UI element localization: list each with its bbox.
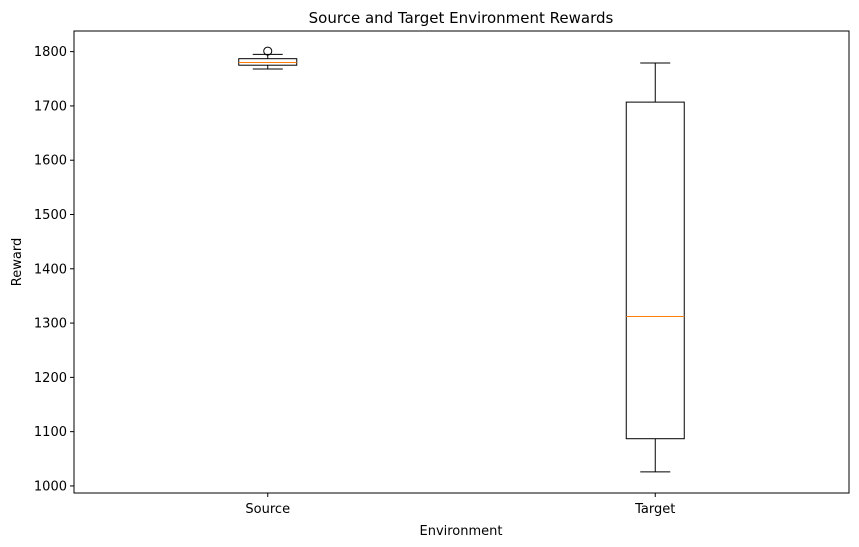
iqr-box (238, 58, 298, 66)
y-tick-label: 1500 (34, 208, 67, 223)
y-tick-label: 1000 (34, 479, 67, 494)
plot-frame (73, 30, 850, 494)
iqr-box (625, 101, 685, 440)
box-source (238, 46, 298, 70)
x-axis-label: Environment (419, 524, 502, 539)
y-tick-label: 1100 (34, 425, 67, 440)
chart-title: Source and Target Environment Rewards (309, 9, 614, 27)
y-axis: 1000 1100 1200 1300 1400 1500 1600 1700 1800 (34, 45, 74, 494)
x-tick-label: Target (634, 502, 675, 517)
y-tick-label: 1700 (34, 99, 67, 114)
y-tick-label: 1200 (34, 371, 67, 386)
box-target (625, 62, 685, 473)
y-tick-label: 1800 (34, 45, 67, 60)
y-tick-label: 1600 (34, 154, 67, 169)
outlier-point (263, 46, 273, 56)
y-tick-label: 1300 (34, 317, 67, 332)
x-tick-label: Source (245, 502, 290, 517)
y-tick-label: 1400 (34, 262, 67, 277)
x-axis: Source Target (245, 493, 675, 517)
boxes-layer (238, 46, 685, 473)
y-axis-label: Reward (10, 238, 25, 286)
plot-area (74, 31, 849, 493)
